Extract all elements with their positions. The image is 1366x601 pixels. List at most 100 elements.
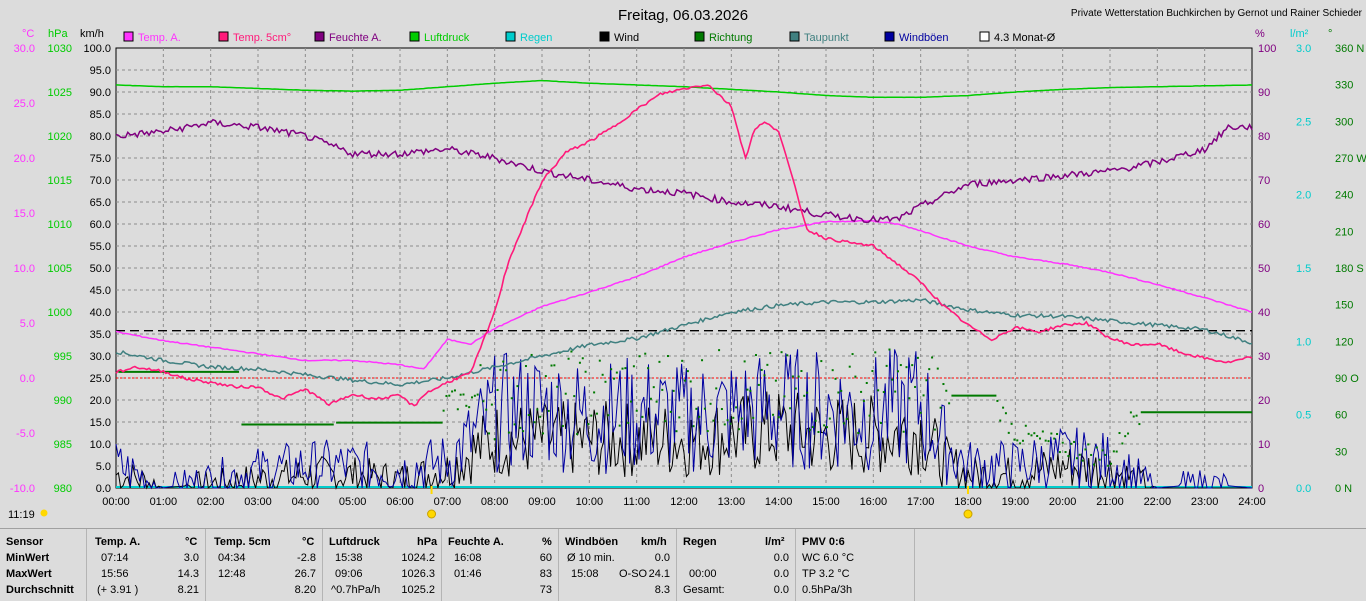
series-richtung-point xyxy=(1124,435,1127,438)
tick-label-kmh: 30.0 xyxy=(90,351,111,363)
tick-label-kmh: 70.0 xyxy=(90,175,111,187)
tick-label-time: 05:00 xyxy=(339,496,367,508)
tick-label-celsius: 20.0 xyxy=(14,153,35,165)
stats-regen-unit: l/m² xyxy=(765,536,785,548)
series-richtung-point xyxy=(740,417,743,420)
stats-luftdruck-min: 1024.2 xyxy=(401,552,435,564)
series-richtung-point xyxy=(1127,432,1130,435)
series-richtung-point xyxy=(1019,442,1022,445)
series-richtung-point xyxy=(510,397,513,400)
series-richtung-point xyxy=(712,419,715,422)
series-richtung-point xyxy=(908,397,911,400)
tick-label-celsius: 5.0 xyxy=(20,318,35,330)
series-richtung-point xyxy=(576,433,579,436)
stats-feuchte-column: Feuchte A. % 16:08 60 01:46 83 73 xyxy=(442,529,559,601)
legend-swatch xyxy=(599,31,610,42)
current-time-sun-icon xyxy=(40,509,48,517)
series-richtung-point xyxy=(1067,455,1070,458)
series-temp-5cm- xyxy=(115,84,1253,407)
series-richtung-point xyxy=(473,394,476,397)
series-richtung-point xyxy=(871,369,874,372)
tick-label-percent: 60 xyxy=(1258,219,1270,231)
stats-pmv-dp: 0.5hPa/3h xyxy=(802,584,853,596)
series-richtung-point xyxy=(539,415,542,418)
series-richtung-point xyxy=(823,424,826,427)
stats-luftdruck-avg: 1025.2 xyxy=(401,584,435,596)
tick-label-direction: 180 S xyxy=(1335,263,1364,275)
series-richtung-point xyxy=(729,422,732,425)
tick-label-hpa: 1015 xyxy=(48,175,72,187)
current-time: 11:19 xyxy=(8,509,35,521)
series-richtung-point xyxy=(720,408,723,411)
series-richtung-point xyxy=(615,371,618,374)
series-richtung-point xyxy=(1002,406,1005,409)
tick-label-kmh: 65.0 xyxy=(90,197,111,209)
series-richtung-point xyxy=(851,353,854,356)
series-richtung-point xyxy=(578,361,581,364)
stats-windboeen-max-time: 15:08 xyxy=(571,568,599,580)
series-richtung-point xyxy=(550,364,553,367)
tick-label-time: 14:00 xyxy=(765,496,793,508)
tick-label-kmh: 5.0 xyxy=(96,461,111,473)
series-richtung-point xyxy=(783,395,786,398)
series-richtung-point xyxy=(618,424,621,427)
tick-label-hpa: 985 xyxy=(54,439,72,451)
series-richtung-point xyxy=(931,356,934,359)
stats-feuchte-min: 60 xyxy=(539,552,552,564)
tick-label-celsius: 30.0 xyxy=(14,43,35,55)
series-richtung-point xyxy=(1135,414,1138,417)
series-richtung-point xyxy=(593,391,596,394)
tick-label-direction: 300 xyxy=(1335,116,1353,128)
series-richtung-point xyxy=(789,407,792,410)
series-richtung-point xyxy=(862,400,865,403)
series-richtung-point xyxy=(763,374,766,377)
series-richtung-point xyxy=(610,368,613,371)
series-richtung-point xyxy=(1081,459,1084,462)
stats-regen-max: 0.0 xyxy=(773,568,789,580)
series-richtung-point xyxy=(607,414,610,417)
series-richtung-point xyxy=(868,414,871,417)
series-richtung-point xyxy=(672,389,675,392)
stats-pmv-tp: TP 3.2 °C xyxy=(802,568,850,580)
stats-feuchte-unit: % xyxy=(542,536,552,548)
stats-luftdruck-max: 1026.3 xyxy=(401,568,435,580)
tick-label-direction: 60 xyxy=(1335,410,1347,422)
stats-temp-a-min: 3.0 xyxy=(183,552,199,564)
series-richtung-point xyxy=(561,425,564,428)
series-richtung-point xyxy=(647,367,650,370)
series-richtung-point xyxy=(879,421,882,424)
series-richtung-point xyxy=(493,438,496,441)
tick-label-rain: 2.5 xyxy=(1296,116,1311,128)
tick-label-kmh: 45.0 xyxy=(90,285,111,297)
series-richtung-point xyxy=(567,357,570,360)
stats-temp-5cm-title: Temp. 5cm xyxy=(214,536,271,548)
stats-temp-5cm-max: 26.7 xyxy=(294,568,316,580)
series-richtung-point xyxy=(769,352,772,355)
series-richtung-point xyxy=(1070,442,1073,445)
series-richtung-point xyxy=(755,354,757,357)
series-richtung-point xyxy=(996,399,999,402)
series-richtung-point xyxy=(502,360,505,363)
series-richtung-point xyxy=(664,420,667,423)
series-richtung-point xyxy=(891,378,894,381)
series-windboeen xyxy=(115,349,1253,490)
series-richtung-point xyxy=(678,416,681,419)
series-richtung-point xyxy=(701,359,704,362)
legend-label: Luftdruck xyxy=(424,32,470,44)
tick-label-kmh: 40.0 xyxy=(90,307,111,319)
tick-label-direction: 150 xyxy=(1335,300,1353,312)
series-wind xyxy=(115,391,1252,490)
series-richtung-point xyxy=(482,400,485,403)
stats-temp-a-column: Temp. A. °C 07:14 3.0 15:56 14.3 (+ 3.91… xyxy=(87,529,206,601)
series-richtung-point xyxy=(581,357,584,360)
legend-swatch xyxy=(409,31,420,42)
series-richtung-point xyxy=(453,389,456,392)
tick-label-celsius: 25.0 xyxy=(14,98,35,110)
series-richtung-point xyxy=(649,397,652,400)
tick-label-rain: 0.0 xyxy=(1296,483,1311,495)
series-richtung-point xyxy=(1138,423,1141,426)
stats-temp-5cm-min: -2.8 xyxy=(297,552,316,564)
series-richtung-point xyxy=(780,351,783,354)
series-richtung-point xyxy=(706,430,709,433)
stats-windboeen-min: 0.0 xyxy=(654,552,670,564)
